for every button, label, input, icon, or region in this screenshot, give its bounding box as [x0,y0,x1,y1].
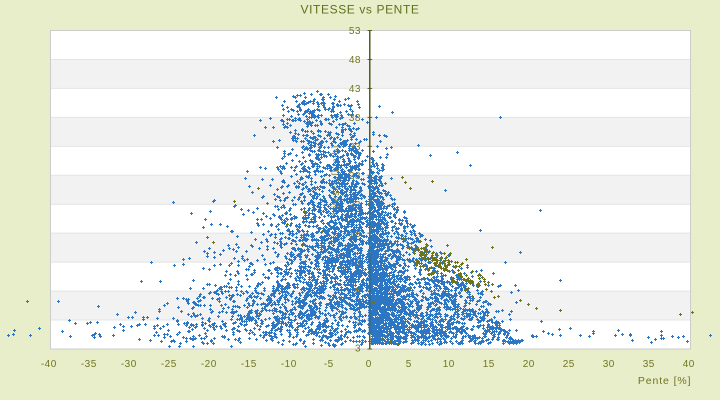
svg-text:43: 43 [349,84,361,95]
svg-text:3: 3 [355,316,361,327]
svg-text:-40: -40 [41,359,57,370]
svg-text:48: 48 [349,55,361,66]
svg-text:25: 25 [563,359,575,370]
svg-text:-20: -20 [201,359,217,370]
svg-text:-35: -35 [81,359,97,370]
svg-text:Pente [%]: Pente [%] [638,375,692,387]
svg-text:-15: -15 [241,359,257,370]
svg-text:VITESSE vs PENTE: VITESSE vs PENTE [301,3,420,17]
svg-text:-5: -5 [324,359,334,370]
svg-text:15: 15 [483,359,495,370]
svg-text:3: 3 [355,344,361,355]
svg-text:30: 30 [603,359,615,370]
svg-text:-30: -30 [121,359,137,370]
svg-text:0: 0 [366,359,372,370]
svg-text:35: 35 [643,359,655,370]
svg-text:40: 40 [683,359,695,370]
svg-text:20: 20 [523,359,535,370]
svg-text:-25: -25 [161,359,177,370]
svg-text:53: 53 [349,26,361,37]
svg-text:10: 10 [443,359,455,370]
svg-text:5: 5 [406,359,412,370]
svg-text:38: 38 [349,113,361,124]
svg-text:-10: -10 [281,359,297,370]
